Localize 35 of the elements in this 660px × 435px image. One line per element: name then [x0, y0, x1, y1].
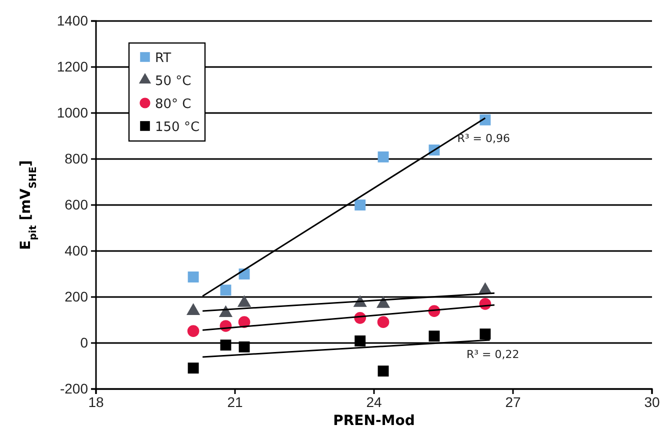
point: [377, 316, 390, 328]
y-tick-label: -200: [60, 380, 88, 396]
x-tick-label: 24: [366, 394, 382, 410]
point: [238, 341, 250, 352]
x-tick-label: 18: [88, 394, 104, 410]
legend-label: 50 °C: [155, 74, 192, 89]
annotation: R³ = 0,96: [457, 132, 510, 146]
y-tick-label: 1200: [56, 58, 88, 74]
point: [354, 200, 366, 210]
point: [220, 340, 232, 351]
y-tick-label: 1400: [56, 12, 88, 28]
y-tick-label: 0: [80, 334, 88, 350]
y-tick-label: 400: [64, 242, 88, 258]
annotation: R³ = 0,22: [466, 348, 520, 362]
point: [220, 284, 232, 296]
point: [428, 330, 440, 342]
x-tick-label: 30: [644, 394, 660, 410]
point: [187, 325, 200, 337]
point: [378, 151, 389, 162]
point: [480, 114, 491, 126]
point: [188, 362, 199, 374]
point: [378, 366, 389, 377]
legend-label: 150 °C: [155, 120, 200, 135]
y-tick-label: 1000: [56, 104, 88, 120]
legend-label: 80° C: [155, 97, 192, 112]
y-tick-label: 600: [64, 196, 88, 212]
y-tick-label: 800: [64, 150, 88, 166]
x-tick-label: 21: [227, 394, 243, 410]
legend-label: RT: [155, 51, 172, 66]
point: [480, 328, 491, 340]
y-tick-label: 200: [64, 288, 88, 304]
point: [188, 272, 199, 282]
x-tick-label: 27: [505, 394, 521, 410]
x-axis-title: PREN-Mod: [333, 413, 415, 429]
point: [354, 335, 366, 346]
